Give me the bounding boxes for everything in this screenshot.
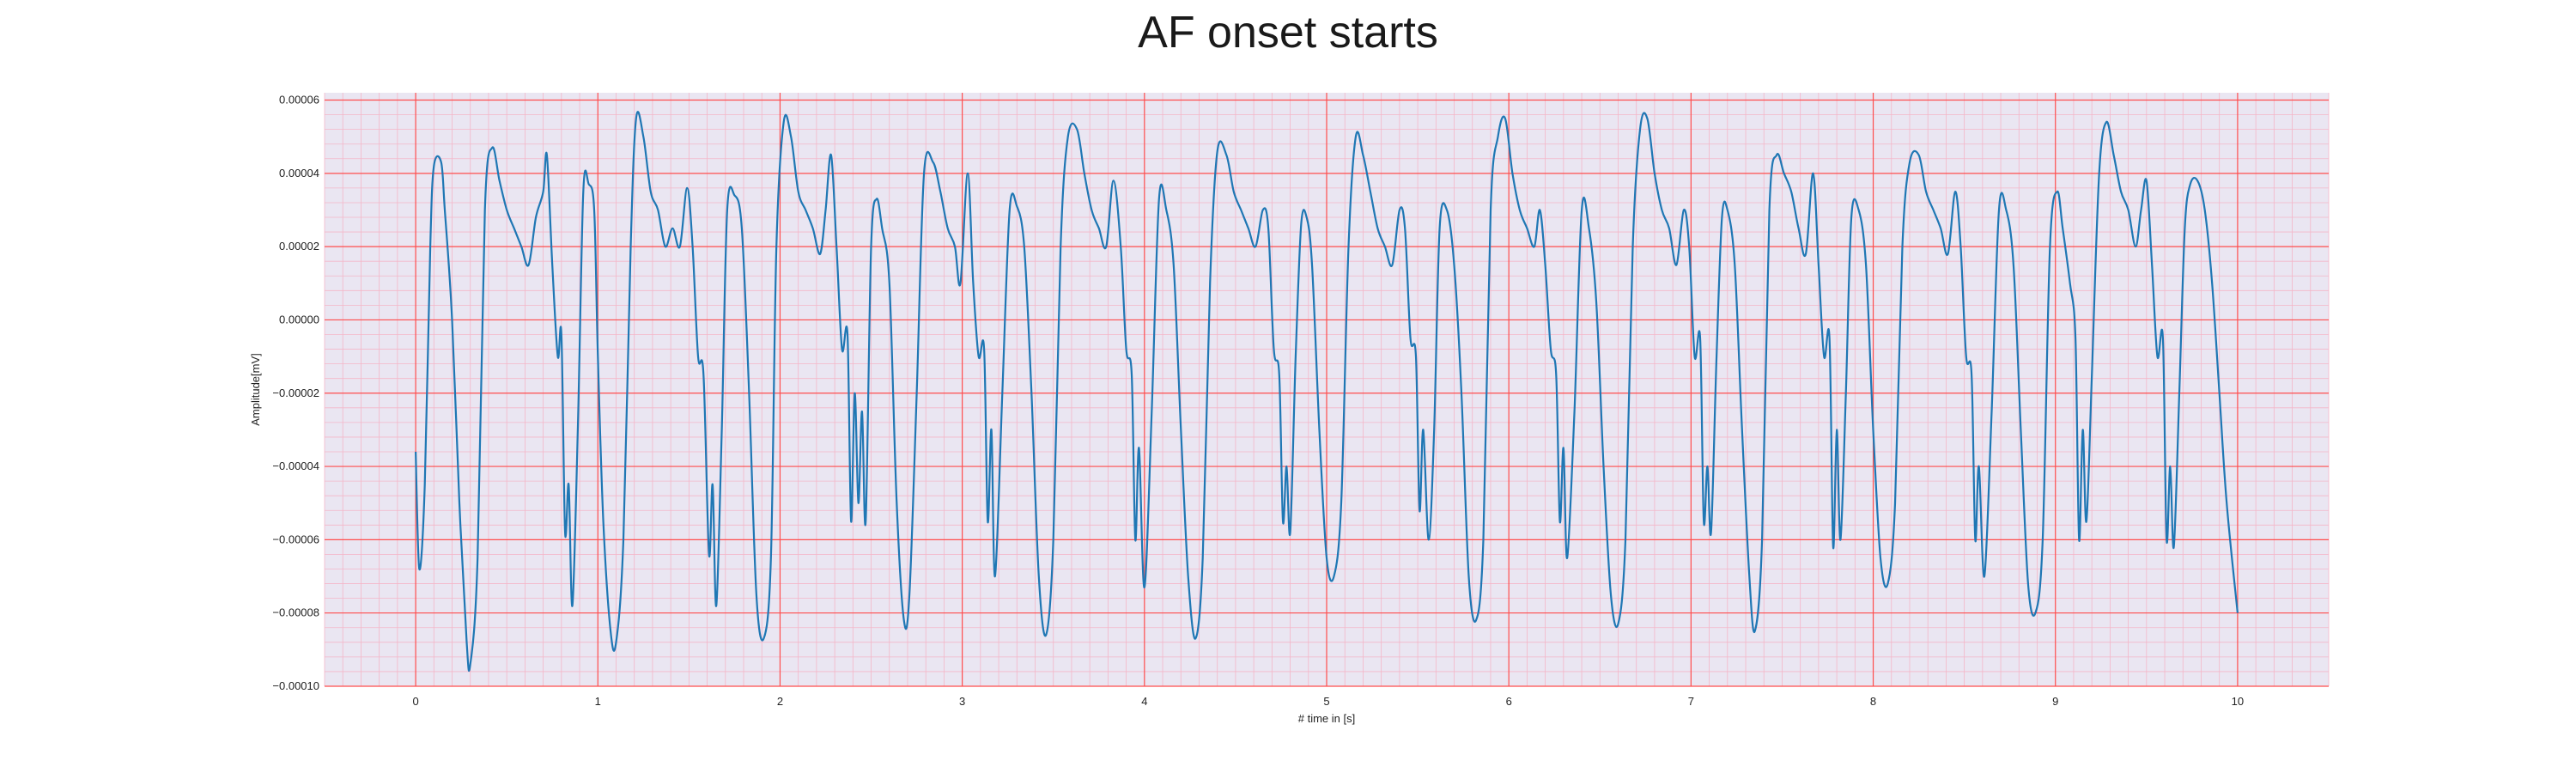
y-tick-label: 0.00002 [279, 240, 319, 253]
x-tick-label: 7 [1688, 695, 1694, 708]
y-tick-label: 0.00006 [279, 94, 319, 107]
y-tick-label: −0.00008 [272, 606, 319, 619]
y-axis-ticks: −0.00010 −0.00008 −0.00006 −0.00004 −0.00002… [272, 94, 319, 692]
x-tick-label: 8 [1870, 695, 1876, 708]
y-axis-label: Amplitude[mV] [249, 353, 262, 426]
x-tick-label: 4 [1141, 695, 1147, 708]
y-tick-label: 0.00000 [279, 313, 319, 326]
x-axis-ticks: 0 1 2 3 4 5 6 7 8 9 10 [412, 695, 2244, 708]
x-tick-label: 6 [1506, 695, 1512, 708]
y-tick-label: 0.00004 [279, 167, 319, 180]
x-tick-label: 5 [1323, 695, 1329, 708]
x-tick-label: 3 [959, 695, 965, 708]
x-tick-label: 1 [595, 695, 601, 708]
x-axis-label: # time in [s] [1298, 712, 1355, 725]
x-tick-label: 2 [777, 695, 783, 708]
series-line-0 [415, 111, 2239, 672]
x-tick-label: 10 [2232, 695, 2244, 708]
x-tick-label: 9 [2052, 695, 2058, 708]
y-tick-label: −0.00004 [272, 460, 319, 472]
series-layer [415, 111, 2239, 672]
y-tick-label: −0.00010 [272, 679, 319, 692]
x-tick-label: 0 [412, 695, 418, 708]
major-grid [325, 93, 2329, 687]
chart-title: AF onset starts [1138, 8, 1438, 58]
y-tick-label: −0.00006 [272, 533, 319, 545]
y-tick-label: −0.00002 [272, 386, 319, 399]
